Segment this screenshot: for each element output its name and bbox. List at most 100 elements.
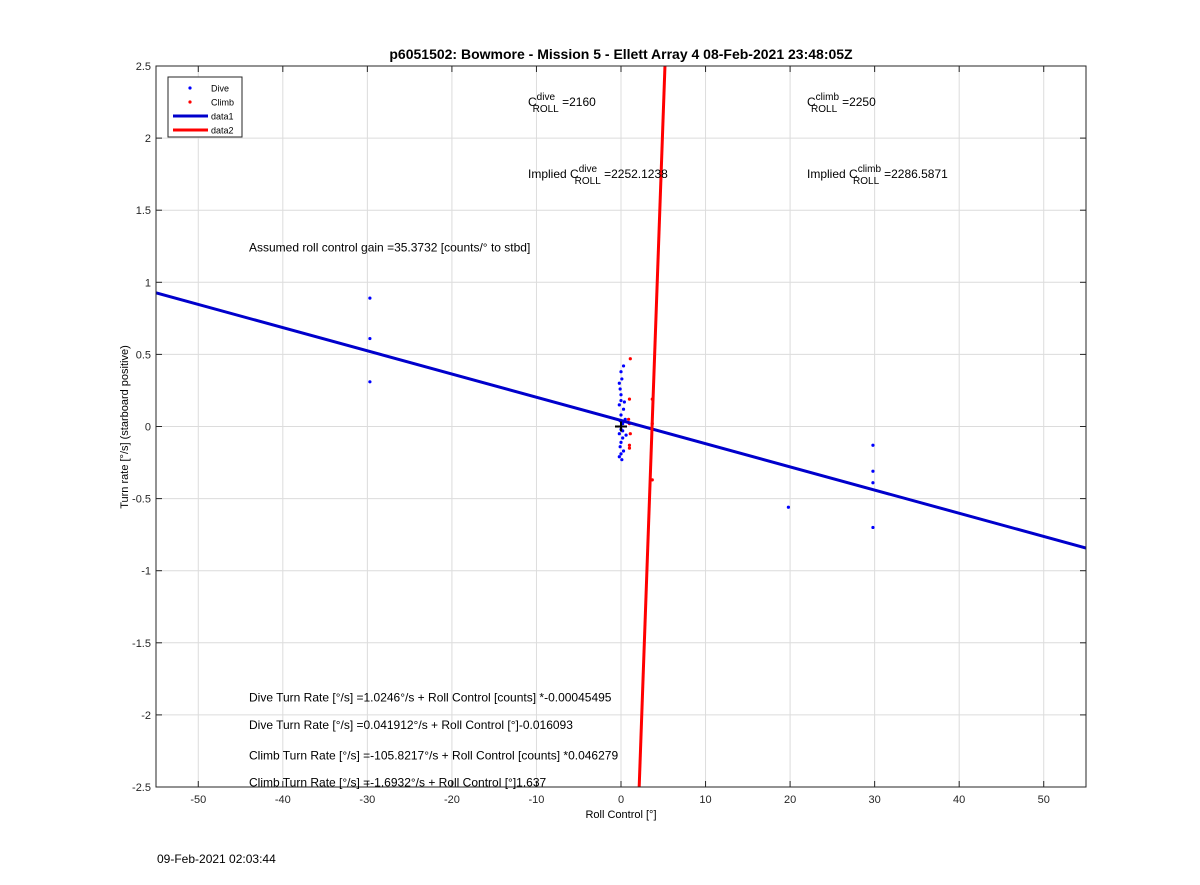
legend: Dive Climb data1 data2	[167, 76, 243, 138]
y-tick-label: 0	[145, 422, 151, 434]
x-tick-label: 30	[869, 794, 881, 806]
series-line-data1	[156, 291, 1086, 550]
annotation-implied-dive: Implied Cdive ROLL =2252.1238	[528, 164, 668, 187]
x-tick-label: 20	[784, 794, 796, 806]
y-tick-label: -2.5	[132, 782, 151, 794]
data-point-dive	[621, 407, 626, 411]
data-point-dive	[619, 440, 623, 444]
data-point-dive	[617, 432, 621, 436]
data-point-climb	[627, 397, 632, 401]
data-point-dive	[619, 398, 623, 403]
legend-swatch-dive	[188, 86, 192, 90]
legend-label-data2: data2	[211, 126, 234, 136]
annotation-subscript: ROLL	[575, 176, 602, 187]
x-axis-ticks: -50 -40 -30 -20 -10 0 10 20 30 40 50	[190, 66, 1050, 806]
data-point-dive	[617, 455, 621, 459]
y-tick-label: 2.5	[136, 61, 151, 73]
data-point-climb	[627, 446, 632, 450]
data-point-dive	[621, 436, 625, 440]
annotation-dive-counts: Dive Turn Rate [°/s] =1.0246°/s + Roll C…	[249, 691, 612, 705]
data-point-dive	[619, 413, 623, 417]
data-point-dive	[618, 387, 622, 391]
y-axis-ticks: -2.5 -2 -1.5 -1 -0.5 0 0.5 1 1.5 2 2.5	[132, 61, 1086, 794]
x-tick-label: 10	[699, 794, 711, 806]
annotation-roll-gain: Assumed roll control gain =35.3732 [coun…	[249, 241, 530, 255]
y-tick-label: 0.5	[136, 349, 151, 361]
data-point-climb	[627, 443, 632, 447]
data-point-dive	[617, 381, 621, 385]
legend-label-data1: data1	[211, 112, 234, 122]
y-tick-label: -1.5	[132, 638, 151, 650]
data-point-dive	[871, 443, 875, 447]
annotation-c-dive: Cdive ROLL =2160	[528, 92, 596, 115]
y-tick-label: -1	[141, 566, 151, 578]
annotation-prefix: Implied C	[528, 167, 579, 181]
annotation-prefix: C	[807, 95, 816, 109]
y-tick-label: 1	[145, 277, 151, 289]
x-tick-label: -50	[190, 794, 206, 806]
data-point-dive	[618, 445, 622, 449]
annotation-prefix: Implied C	[807, 167, 858, 181]
annotation-superscript: dive	[537, 92, 556, 103]
data-point-dive	[871, 525, 875, 530]
data-point-climb	[627, 417, 631, 421]
origin-marker	[615, 421, 627, 432]
x-tick-label: 0	[618, 794, 624, 806]
annotation-subscript: ROLL	[853, 176, 880, 187]
annotation-superscript: climb	[816, 92, 840, 103]
data-point-dive	[786, 505, 791, 509]
annotation-value: =2160	[559, 95, 596, 109]
annotation-dive-deg: Dive Turn Rate [°/s] =0.041912°/s + Roll…	[249, 718, 573, 732]
data-point-dive	[871, 469, 875, 473]
chart-title: p6051502: Bowmore - Mission 5 - Ellett A…	[389, 46, 853, 62]
data-point-dive	[620, 458, 624, 462]
annotation-subscript: ROLL	[533, 104, 560, 115]
data-point-dive	[621, 364, 626, 368]
x-axis-label: Roll Control [°]	[585, 809, 656, 821]
data-point-dive	[619, 393, 623, 397]
x-tick-label: -20	[444, 794, 460, 806]
data-point-dive	[368, 336, 372, 341]
annotation-superscript: climb	[858, 164, 882, 175]
annotation-value: =2286.5871	[881, 167, 948, 181]
data-point-dive	[619, 452, 623, 456]
legend-label-dive: Dive	[211, 84, 229, 94]
annotation-climb-counts: Climb Turn Rate [°/s] =-105.8217°/s + Ro…	[249, 748, 618, 762]
y-axis-label: Turn rate [°/s] (starboard positive)	[119, 345, 131, 509]
series-line-data2	[637, 66, 667, 787]
x-tick-label: -10	[529, 794, 545, 806]
data-point-dive	[624, 433, 628, 437]
footer-timestamp: 09-Feb-2021 02:03:44	[157, 852, 276, 866]
y-tick-label: 1.5	[136, 205, 151, 217]
annotation-c-climb: Cclimb ROLL =2250	[807, 92, 876, 115]
y-tick-label: 2	[145, 133, 151, 145]
x-tick-label: -30	[359, 794, 375, 806]
x-tick-label: 40	[953, 794, 965, 806]
data-point-dive	[617, 403, 621, 407]
series-group	[156, 66, 1086, 787]
annotation-implied-climb: Implied Cclimb ROLL =2286.5871	[807, 164, 948, 187]
data-point-dive	[871, 481, 875, 485]
data-point-climb	[628, 357, 632, 361]
data-point-dive	[619, 370, 623, 374]
data-point-dive	[621, 449, 626, 453]
annotation-prefix: C	[528, 95, 537, 109]
plot-frame	[155, 65, 1087, 788]
data-point-dive	[368, 296, 372, 300]
legend-box	[167, 76, 243, 138]
legend-label-climb: Climb	[211, 98, 234, 108]
y-tick-label: -2	[141, 710, 151, 722]
annotation-climb-deg: Climb Turn Rate [°/s] =-1.6932°/s + Roll…	[249, 776, 547, 790]
x-tick-label: 50	[1038, 794, 1050, 806]
annotation-subscript: ROLL	[811, 104, 838, 115]
annotation-value: =2252.1238	[601, 167, 668, 181]
data-point-climb	[628, 432, 632, 436]
data-point-dive	[368, 380, 372, 384]
y-tick-label: -0.5	[132, 494, 151, 506]
x-tick-label: -40	[275, 794, 291, 806]
data-point-dive	[620, 377, 624, 381]
legend-swatch-climb	[188, 100, 192, 104]
annotation-value: =2250	[839, 95, 876, 109]
